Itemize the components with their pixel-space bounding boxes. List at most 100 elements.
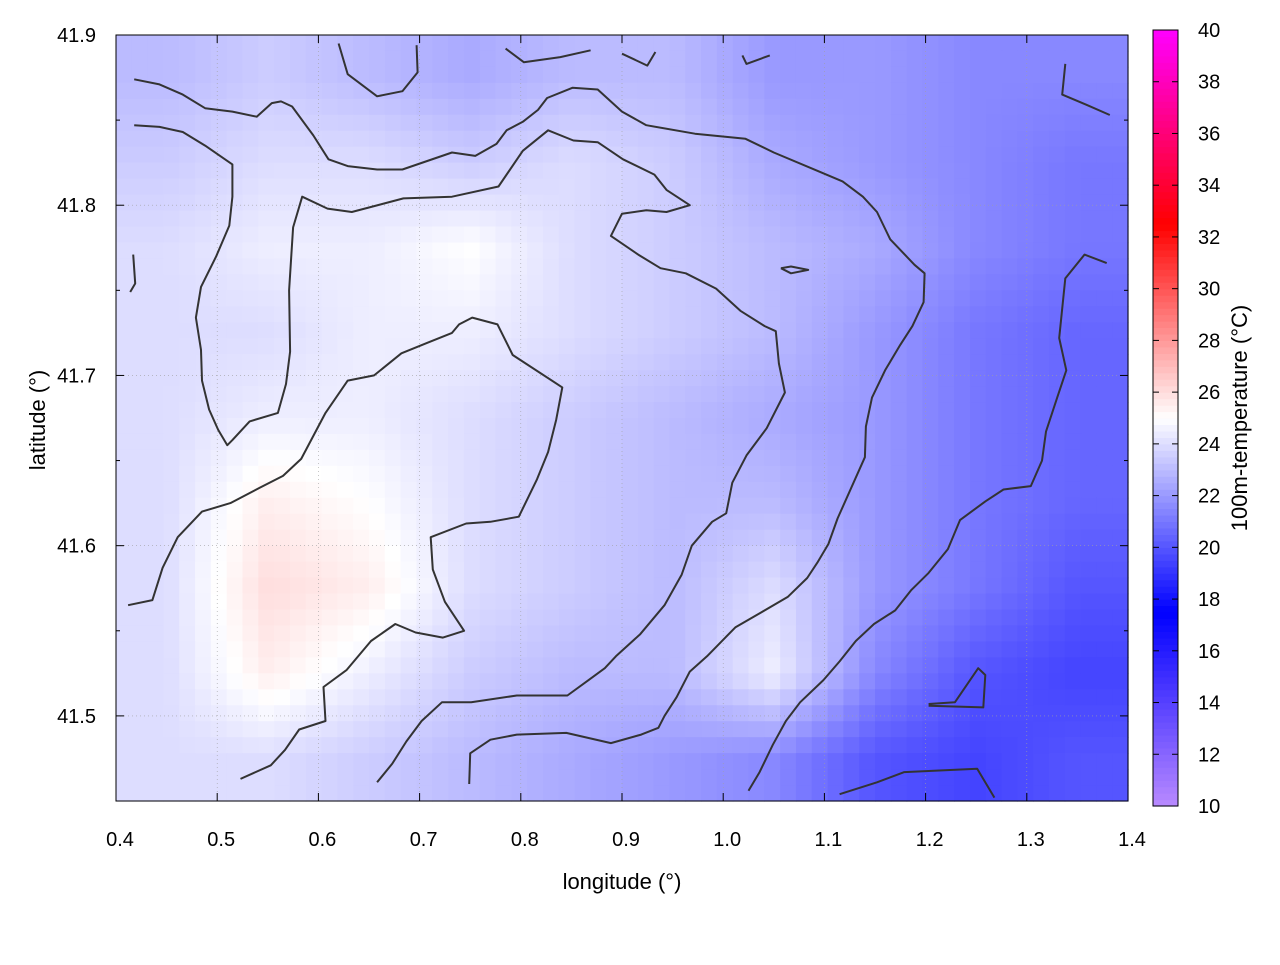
heatmap-cell <box>163 242 180 260</box>
heatmap-cell <box>922 290 939 307</box>
heatmap-cell <box>954 210 971 228</box>
heatmap-layer <box>116 35 1129 802</box>
heatmap-cell <box>195 529 212 547</box>
heatmap-cell <box>527 561 544 579</box>
heatmap-cell <box>432 114 449 132</box>
heatmap-cell <box>242 98 259 116</box>
heatmap-cell <box>780 577 797 595</box>
heatmap-cell <box>416 290 433 307</box>
heatmap-cell <box>1064 322 1082 339</box>
heatmap-cell <box>906 162 924 180</box>
heatmap-cell <box>1017 497 1034 515</box>
heatmap-cell <box>558 481 576 499</box>
heatmap-cell <box>179 210 196 228</box>
heatmap-cell <box>432 210 449 228</box>
heatmap-cell <box>274 402 291 419</box>
heatmap-cell <box>938 354 955 371</box>
heatmap-cell <box>495 609 512 627</box>
heatmap-cell <box>416 497 433 515</box>
heatmap-cell <box>511 449 528 467</box>
heatmap-cell <box>811 98 829 116</box>
heatmap-cell <box>938 625 955 643</box>
heatmap-cell <box>195 433 212 451</box>
heatmap-cell <box>795 274 813 291</box>
heatmap-cell <box>764 449 781 467</box>
heatmap-cell <box>1112 577 1129 595</box>
heatmap-cell <box>448 577 465 595</box>
heatmap-cell <box>400 497 418 515</box>
heatmap-cell <box>353 433 370 451</box>
heatmap-cell <box>748 465 765 483</box>
heatmap-cell <box>574 609 591 627</box>
heatmap-cell <box>811 449 829 467</box>
heatmap-cell <box>1112 769 1129 786</box>
heatmap-cell <box>353 35 370 52</box>
heatmap-cell <box>1017 545 1034 563</box>
heatmap-cell <box>542 35 560 52</box>
heatmap-cell <box>305 545 323 563</box>
heatmap-cell <box>305 705 323 722</box>
heatmap-cell <box>179 673 196 690</box>
heatmap-cell <box>369 737 386 754</box>
heatmap-cell <box>558 178 576 196</box>
heatmap-cell <box>242 386 259 403</box>
heatmap-cell <box>875 497 892 515</box>
heatmap-cell <box>716 98 734 116</box>
heatmap-cell <box>242 625 259 643</box>
heatmap-cell <box>764 114 781 132</box>
colorbar-segment <box>1153 540 1178 548</box>
heatmap-cell <box>527 481 544 499</box>
heatmap-cell <box>827 306 844 323</box>
colorbar-tick-label: 36 <box>1198 123 1220 145</box>
heatmap-cell <box>938 705 955 722</box>
heatmap-cell <box>511 593 528 611</box>
heatmap-cell <box>384 178 402 196</box>
heatmap-cell <box>1080 354 1097 371</box>
heatmap-cell <box>716 689 734 706</box>
heatmap-cell <box>1048 114 1066 132</box>
heatmap-cell <box>1001 66 1018 84</box>
heatmap-cell <box>1064 146 1082 164</box>
heatmap-cell <box>590 641 607 658</box>
heatmap-cell <box>637 785 655 802</box>
heatmap-cell <box>337 418 354 435</box>
heatmap-cell <box>558 641 576 658</box>
heatmap-cell <box>685 226 702 244</box>
heatmap-cell <box>669 593 686 611</box>
heatmap-cell <box>116 593 133 611</box>
heatmap-cell <box>321 577 338 595</box>
heatmap-cell <box>574 577 591 595</box>
heatmap-cell <box>369 210 386 228</box>
heatmap-cell <box>843 98 860 116</box>
heatmap-cell <box>384 529 402 547</box>
heatmap-cell <box>195 705 212 722</box>
heatmap-cell <box>558 274 576 291</box>
heatmap-cell <box>463 290 481 307</box>
heatmap-cell <box>574 274 591 291</box>
heatmap-cell <box>305 513 323 531</box>
colorbar-segment <box>1153 282 1178 290</box>
colorbar-segment <box>1153 127 1178 135</box>
heatmap-cell <box>938 657 955 674</box>
heatmap-cell <box>685 306 702 323</box>
heatmap-cell <box>906 609 924 627</box>
heatmap-cell <box>558 66 576 84</box>
heatmap-cell <box>210 82 228 100</box>
heatmap-cell <box>400 130 418 148</box>
heatmap-cell <box>875 577 892 595</box>
heatmap-cell <box>890 433 908 451</box>
heatmap-cell <box>1048 689 1066 706</box>
heatmap-cell <box>479 673 497 690</box>
heatmap-cell <box>416 705 433 722</box>
heatmap-cell <box>1064 689 1082 706</box>
heatmap-cell <box>764 98 781 116</box>
heatmap-cell <box>1096 274 1113 291</box>
heatmap-cell <box>637 481 655 499</box>
heatmap-cell <box>938 593 955 611</box>
heatmap-cell <box>732 66 750 84</box>
heatmap-cell <box>511 98 528 116</box>
heatmap-cell <box>416 50 433 68</box>
heatmap-cell <box>558 433 576 451</box>
heatmap-cell <box>195 561 212 579</box>
heatmap-cell <box>938 66 955 84</box>
